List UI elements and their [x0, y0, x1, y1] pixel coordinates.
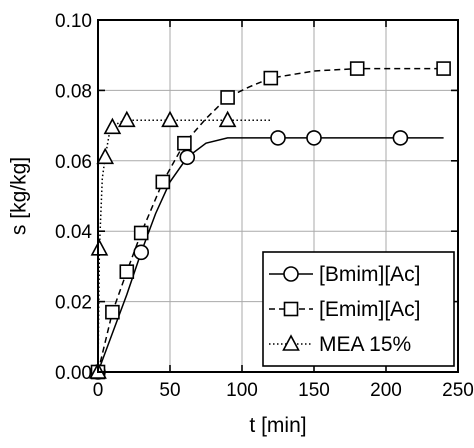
y-tick-label: 0.00	[55, 363, 92, 384]
y-tick-label: 0.02	[55, 293, 92, 314]
x-tick-label: 150	[298, 380, 330, 401]
data-point-triangle	[90, 239, 109, 256]
x-tick-label: 100	[226, 380, 258, 401]
data-point-square	[119, 264, 135, 279]
y-tick-label: 0.10	[55, 11, 92, 32]
x-tick-label: 250	[442, 380, 474, 401]
x-tick-label: 0	[93, 380, 104, 401]
x-tick-label: 200	[370, 380, 402, 401]
legend-label-mea: MEA 15%	[319, 333, 411, 356]
x-tick-label: 50	[159, 380, 180, 401]
legend-marker-square	[283, 301, 299, 317]
legend-marker-circle	[283, 266, 299, 282]
series-line-triangle	[97, 119, 271, 373]
tick-labels: 0 50 100 150 200 250 0.00 0.02 0.04 0.06 0.08 0.10	[55, 11, 474, 401]
data-point-square	[263, 70, 279, 86]
data-point-triangle	[218, 110, 237, 128]
y-tick-label: 0.08	[55, 81, 92, 102]
legend-entry-emim: [Emim][Ac]	[269, 298, 421, 321]
data-point-triangle	[103, 117, 122, 135]
data-point-square	[349, 61, 365, 76]
data-point-triangle	[161, 110, 179, 128]
y-tick-label: 0.06	[55, 152, 92, 173]
data-point-square	[436, 61, 451, 76]
legend-marker-shape	[283, 301, 299, 317]
legend-marker-shape	[283, 266, 299, 282]
data-point-circle	[392, 130, 409, 146]
data-point-square	[155, 174, 171, 190]
y-axis-label: s [kg/kg]	[8, 157, 31, 235]
data-point-square	[220, 90, 235, 105]
legend: [Bmim][Ac] [Emim][Ac] MEA 15%	[262, 251, 455, 367]
legend-entry-bmim: [Bmim][Ac]	[269, 263, 421, 286]
data-point-circle	[306, 130, 322, 146]
data-point-square	[177, 135, 192, 151]
y-tick-label: 0.04	[55, 222, 92, 243]
x-axis-label: t [min]	[249, 414, 306, 437]
data-point-circle	[179, 149, 196, 166]
data-point-circle	[270, 130, 286, 146]
plot-frame	[97, 19, 459, 373]
data-point-circle	[133, 244, 149, 261]
data-point-triangle	[96, 147, 115, 165]
legend-marker-triangle	[282, 334, 300, 351]
data-point-triangle	[117, 110, 136, 128]
legend-label-emim: [Emim][Ac]	[319, 298, 421, 321]
legend-entry-mea: MEA 15%	[269, 333, 411, 356]
data-point-square	[133, 225, 149, 241]
legend-label-bmim: [Bmim][Ac]	[319, 263, 421, 286]
data-point-square	[105, 304, 120, 320]
legend-marker-shape	[282, 334, 300, 351]
